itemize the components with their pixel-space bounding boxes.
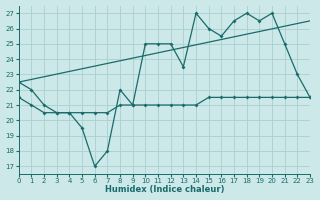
X-axis label: Humidex (Indice chaleur): Humidex (Indice chaleur): [105, 185, 224, 194]
